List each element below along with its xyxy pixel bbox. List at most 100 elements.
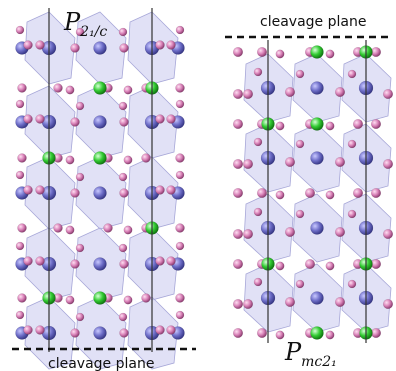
pink-atom (70, 188, 80, 198)
pink-atom (232, 158, 244, 170)
blue-atom (310, 291, 324, 305)
pink-atom (17, 83, 27, 93)
pink-atom (295, 69, 305, 79)
pink-atom (382, 298, 394, 310)
left-space-group-label: P2₁/c (63, 8, 107, 40)
blue-atom (93, 41, 107, 55)
pink-atom (352, 118, 364, 130)
pink-atom (256, 327, 268, 339)
pink-atom (103, 223, 113, 233)
pink-atom (325, 49, 335, 59)
pink-atom (17, 293, 27, 303)
pink-atom (253, 137, 263, 147)
right-structure-panel: cleavage plane Pmc2₁ (225, 14, 394, 370)
pink-atom (284, 226, 296, 238)
pink-atom (65, 155, 75, 165)
pink-atom (232, 228, 244, 240)
pink-atom (166, 114, 176, 124)
pink-atom (118, 172, 128, 182)
pink-atom (155, 325, 165, 335)
pink-atom (232, 327, 244, 339)
pink-atom (123, 225, 133, 235)
pink-atom (304, 258, 316, 270)
pink-atom (118, 27, 128, 37)
pink-atom (23, 114, 33, 124)
pink-atom (175, 310, 185, 320)
pink-atom (175, 83, 185, 93)
pink-atom (35, 256, 45, 266)
pink-atom (256, 46, 268, 58)
pink-atom (253, 67, 263, 77)
pink-atom (370, 187, 382, 199)
pink-atom (284, 296, 296, 308)
pink-atom (119, 188, 129, 198)
pink-atom (325, 330, 335, 340)
pink-atom (232, 298, 244, 310)
pink-atom (155, 40, 165, 50)
pink-atom (15, 25, 25, 35)
pink-atom (295, 209, 305, 219)
pink-atom (15, 310, 25, 320)
pink-atom (70, 328, 80, 338)
pink-atom (334, 156, 346, 168)
pink-atom (23, 40, 33, 50)
pink-atom (347, 279, 357, 289)
pink-atom (347, 139, 357, 149)
pink-atom (325, 261, 335, 271)
pink-atom (334, 296, 346, 308)
pink-atom (275, 261, 285, 271)
pink-atom (15, 170, 25, 180)
green-atom (93, 81, 107, 95)
pink-atom (35, 40, 45, 50)
pink-atom (295, 139, 305, 149)
blue-atom (93, 326, 107, 340)
pink-atom (370, 118, 382, 130)
pink-atom (232, 187, 244, 199)
pink-atom (75, 312, 85, 322)
pink-atom (15, 99, 25, 109)
pink-atom (70, 259, 80, 269)
pink-atom (155, 256, 165, 266)
pink-atom (75, 243, 85, 253)
pink-atom (352, 187, 364, 199)
blue-atom (310, 221, 324, 235)
pink-atom (232, 88, 244, 100)
pink-atom (275, 190, 285, 200)
pink-atom (118, 101, 128, 111)
blue-atom (310, 81, 324, 95)
pink-atom (256, 187, 268, 199)
pink-atom (284, 156, 296, 168)
pink-atom (17, 153, 27, 163)
pink-atom (23, 325, 33, 335)
pink-atom (119, 259, 129, 269)
pink-atom (65, 295, 75, 305)
pink-atom (232, 118, 244, 130)
pink-atom (23, 185, 33, 195)
pink-atom (65, 225, 75, 235)
pink-atom (334, 226, 346, 238)
blue-atom (93, 115, 107, 129)
pink-atom (141, 293, 151, 303)
left-cleavage-label: cleavage plane (48, 356, 154, 371)
right-cleavage-label: cleavage plane (260, 14, 366, 30)
pink-atom (70, 43, 80, 53)
green-atom (310, 117, 324, 131)
blue-atom (93, 257, 107, 271)
pink-atom (119, 43, 129, 53)
pink-atom (325, 190, 335, 200)
pink-atom (118, 312, 128, 322)
pink-atom (275, 121, 285, 131)
pink-atom (347, 209, 357, 219)
pink-atom (334, 86, 346, 98)
pink-atom (75, 101, 85, 111)
pink-atom (232, 258, 244, 270)
pink-atom (123, 155, 133, 165)
pink-atom (175, 25, 185, 35)
blue-atom (93, 186, 107, 200)
right-space-group-label: Pmc2₁ (284, 338, 337, 370)
pink-atom (119, 328, 129, 338)
pink-atom (75, 172, 85, 182)
pink-atom (155, 185, 165, 195)
pink-atom (155, 114, 165, 124)
